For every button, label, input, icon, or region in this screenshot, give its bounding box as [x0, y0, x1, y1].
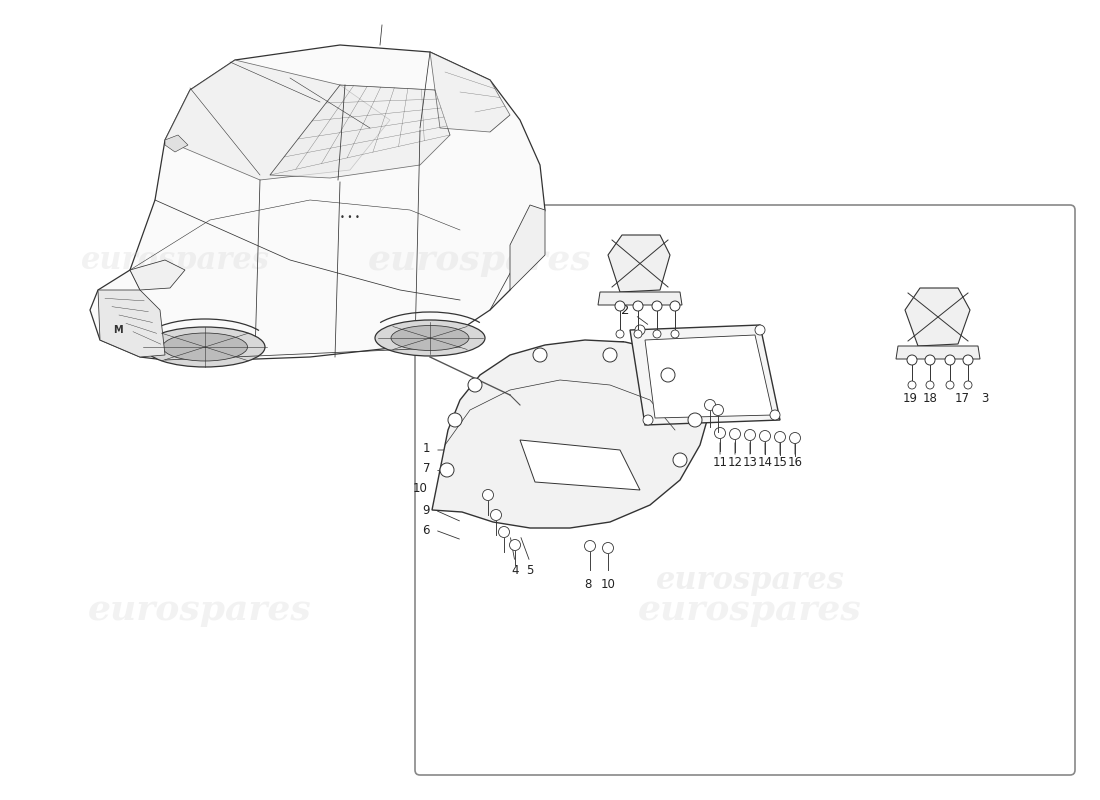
Circle shape: [584, 541, 595, 551]
Circle shape: [962, 355, 974, 365]
Circle shape: [603, 542, 614, 554]
Text: 6: 6: [422, 523, 430, 537]
Polygon shape: [98, 290, 165, 357]
Circle shape: [440, 463, 454, 477]
Circle shape: [755, 325, 764, 335]
Text: 8: 8: [584, 578, 592, 591]
Polygon shape: [510, 205, 544, 290]
Text: 9: 9: [422, 503, 430, 517]
Text: 19: 19: [650, 339, 666, 353]
Circle shape: [925, 355, 935, 365]
Circle shape: [498, 526, 509, 538]
Circle shape: [688, 413, 702, 427]
Ellipse shape: [163, 333, 248, 361]
Text: 3: 3: [674, 339, 682, 353]
Circle shape: [770, 410, 780, 420]
Circle shape: [964, 381, 972, 389]
Text: 10: 10: [601, 578, 615, 591]
Circle shape: [653, 330, 661, 338]
Text: eurospares: eurospares: [368, 243, 592, 277]
Circle shape: [759, 430, 770, 442]
Text: 14: 14: [758, 457, 772, 470]
Circle shape: [946, 381, 954, 389]
Circle shape: [713, 405, 724, 415]
Circle shape: [673, 453, 688, 467]
Circle shape: [908, 355, 917, 365]
Circle shape: [661, 368, 675, 382]
Circle shape: [635, 325, 645, 335]
Circle shape: [468, 378, 482, 392]
Circle shape: [483, 490, 494, 501]
Text: 16: 16: [788, 457, 803, 470]
Circle shape: [704, 399, 715, 410]
Text: 4: 4: [512, 563, 519, 577]
Text: 13: 13: [742, 457, 758, 470]
Text: • • •: • • •: [340, 213, 360, 222]
Text: 18: 18: [923, 391, 937, 405]
Polygon shape: [165, 60, 390, 180]
Polygon shape: [608, 235, 670, 292]
Text: 10: 10: [414, 482, 428, 495]
Ellipse shape: [375, 320, 485, 356]
Text: eurospares: eurospares: [88, 593, 312, 627]
Text: M: M: [113, 325, 123, 335]
Text: eurospares: eurospares: [638, 593, 862, 627]
Text: 12: 12: [727, 457, 742, 470]
Text: 3: 3: [981, 391, 989, 405]
Circle shape: [616, 330, 624, 338]
Ellipse shape: [145, 327, 265, 367]
Polygon shape: [432, 340, 710, 528]
Polygon shape: [645, 335, 773, 418]
Polygon shape: [520, 440, 640, 490]
Text: 15: 15: [772, 457, 788, 470]
Circle shape: [634, 330, 642, 338]
Text: 17: 17: [955, 391, 969, 405]
Circle shape: [509, 539, 520, 550]
Ellipse shape: [390, 326, 469, 350]
Circle shape: [632, 301, 644, 311]
Text: 11: 11: [713, 457, 727, 470]
Circle shape: [774, 431, 785, 442]
Circle shape: [491, 510, 502, 521]
Polygon shape: [905, 288, 970, 346]
Text: 19: 19: [902, 391, 917, 405]
Polygon shape: [270, 85, 450, 178]
Circle shape: [908, 381, 916, 389]
Circle shape: [603, 348, 617, 362]
Text: 17: 17: [610, 339, 626, 353]
Circle shape: [615, 301, 625, 311]
Text: 7: 7: [422, 462, 430, 474]
Circle shape: [745, 430, 756, 441]
Polygon shape: [430, 52, 510, 132]
Polygon shape: [130, 260, 185, 290]
Circle shape: [729, 429, 740, 439]
Polygon shape: [598, 292, 682, 305]
Circle shape: [715, 427, 726, 438]
Circle shape: [644, 415, 653, 425]
Circle shape: [790, 433, 801, 443]
Circle shape: [670, 301, 680, 311]
Circle shape: [534, 348, 547, 362]
Circle shape: [671, 330, 679, 338]
Polygon shape: [90, 45, 544, 360]
Polygon shape: [896, 346, 980, 359]
Polygon shape: [165, 135, 188, 152]
Text: eurospares: eurospares: [656, 565, 845, 595]
FancyBboxPatch shape: [415, 205, 1075, 775]
Text: 5: 5: [526, 563, 534, 577]
Text: eurospares: eurospares: [80, 245, 270, 275]
Circle shape: [926, 381, 934, 389]
Circle shape: [448, 413, 462, 427]
Polygon shape: [630, 325, 780, 425]
Text: 18: 18: [630, 339, 646, 353]
Circle shape: [945, 355, 955, 365]
Text: 2: 2: [620, 303, 629, 317]
Circle shape: [652, 301, 662, 311]
Text: 1: 1: [422, 442, 430, 454]
